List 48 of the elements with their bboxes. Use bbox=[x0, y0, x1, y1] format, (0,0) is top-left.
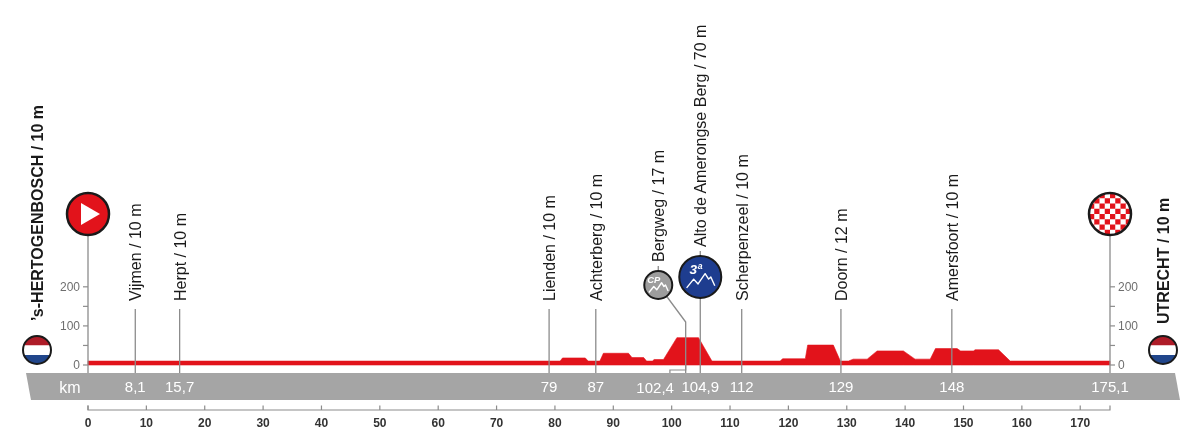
x-tick-label: 70 bbox=[489, 416, 504, 430]
x-tick-label: 0 bbox=[84, 416, 92, 430]
x-tick-label: 40 bbox=[314, 416, 329, 430]
x2-tick-label: 79 bbox=[540, 378, 558, 395]
x-tick-label: 100 bbox=[661, 416, 682, 430]
ref-line-label: Amersfoort / 10 m bbox=[943, 173, 961, 301]
ref-line-label: Bergweg / 17 m bbox=[649, 149, 667, 262]
ref-line-label: Achterberg / 10 m bbox=[587, 173, 605, 301]
annotation: 3ª bbox=[689, 261, 704, 277]
x2-tick-label: 148 bbox=[939, 378, 965, 395]
x-tick-label: 120 bbox=[778, 416, 799, 430]
y2-tick-label: 0 bbox=[1118, 358, 1125, 372]
x-tick-label: 20 bbox=[198, 416, 212, 430]
x-tick-label: 170 bbox=[1070, 416, 1091, 430]
x2-tick-label: 112 bbox=[729, 378, 754, 395]
y-tick-label: 100 bbox=[59, 318, 81, 333]
annotation: 102,4 bbox=[636, 378, 674, 395]
x2-tick-label: 104,9 bbox=[681, 378, 720, 395]
ref-line-label: Alto de Amerongse Berg / 70 m bbox=[691, 24, 709, 247]
x-tick-label: 50 bbox=[373, 416, 387, 430]
y-tick-label: 200 bbox=[59, 279, 81, 294]
x2-tick-label: 175,1 bbox=[1091, 378, 1129, 395]
y2-axis-title: UTRECHT / 10 m bbox=[1154, 197, 1172, 324]
ref-line-label: Vijmen / 10 m bbox=[126, 203, 144, 301]
x2-tick-label: 87 bbox=[587, 378, 605, 395]
ref-line-label: Herpt / 10 m bbox=[171, 212, 189, 301]
ref-line-label: Lienden / 10 m bbox=[540, 195, 558, 301]
annotation: CP bbox=[647, 274, 662, 285]
x-tick-label: 130 bbox=[836, 416, 858, 430]
y-tick-label: 0 bbox=[73, 358, 81, 372]
x-tick-label: 80 bbox=[548, 416, 562, 430]
ref-line-label: Doorn / 12 m bbox=[832, 208, 850, 301]
x2-tick-label: 129 bbox=[828, 378, 854, 395]
x2-tick-label: 15,7 bbox=[165, 378, 195, 395]
x-tick-label: 140 bbox=[895, 416, 916, 430]
x-tick-label: 30 bbox=[256, 416, 271, 430]
x-tick-label: 10 bbox=[139, 416, 154, 430]
x-tick-label: 160 bbox=[1011, 416, 1033, 430]
y-axis-title: ’s-HERTOGENBOSCH / 10 m bbox=[28, 104, 46, 321]
x-tick-label: 150 bbox=[953, 416, 974, 430]
x2-axis-title: km bbox=[59, 378, 81, 395]
x-tick-label: 90 bbox=[606, 416, 621, 430]
x-tick-label: 60 bbox=[431, 416, 446, 430]
x2-tick-label: 8,1 bbox=[124, 378, 146, 395]
x-tick-label: 110 bbox=[720, 416, 741, 430]
ref-line-label: Scherpenzeel / 10 m bbox=[733, 154, 751, 301]
y2-tick-label: 200 bbox=[1118, 279, 1139, 294]
y2-tick-label: 100 bbox=[1118, 318, 1139, 333]
